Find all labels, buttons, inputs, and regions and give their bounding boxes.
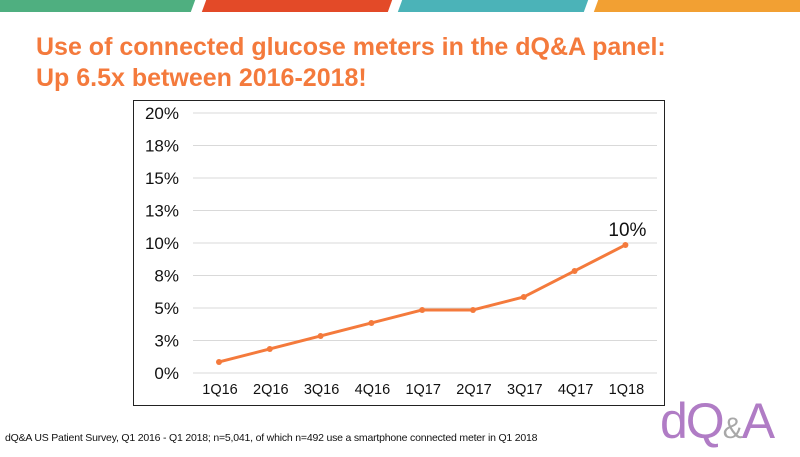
logo-a: A [741,393,775,449]
x-tick-label: 3Q17 [507,382,542,398]
data-point [317,332,324,339]
x-axis-tick-labels: 1Q16 2Q16 3Q16 4Q16 1Q17 2Q17 3Q17 4Q17 1Q18 [202,382,644,398]
data-point [419,306,426,313]
y-axis-tick-labels: 0% 3% 5% 8% 10% 13% 15% 18% 20% [145,104,179,383]
chart-frame [133,100,665,406]
data-point [622,241,629,248]
data-point [216,358,222,365]
gridlines [193,112,657,374]
data-point [266,345,273,352]
x-tick-label: 1Q17 [405,382,440,398]
y-tick-label: 0% [154,364,179,383]
logo-ampersand: & [722,412,743,445]
y-tick-label: 15% [145,169,179,188]
series-lines [217,243,627,364]
x-tick-label: 1Q16 [202,382,237,398]
y-tick-label: 8% [154,267,179,286]
x-tick-label: 4Q16 [355,382,390,398]
x-tick-label: 2Q17 [456,382,491,398]
annotations: 10% [608,220,646,241]
y-tick-label: 5% [154,299,179,318]
title-line-2: Up 6.5x between 2016-2018! [36,64,367,92]
y-tick-label: 10% [145,234,179,253]
data-point [520,293,527,300]
x-tick-label: 4Q17 [558,382,593,398]
data-label: 10% [608,220,646,241]
footnote-source: dQ&A US Patient Survey, Q1 2016 - Q1 201… [5,432,538,444]
data-point [470,306,476,313]
data-point [368,319,375,326]
title-line-1: Use of connected glucose meters in the d… [36,33,666,61]
series-line [217,243,627,364]
x-tick-label: 3Q16 [304,382,339,398]
data-point [571,267,578,274]
y-tick-label: 13% [145,202,179,221]
x-tick-label: 1Q18 [609,382,644,398]
x-tick-label: 2Q16 [253,382,288,398]
logo-dq: dQ [660,393,725,449]
y-tick-label: 18% [145,137,179,156]
page-title: Use of connected glucose meters in the d… [36,32,666,94]
y-tick-label: 3% [154,332,179,351]
data-points [216,241,629,365]
y-tick-label: 20% [145,104,179,123]
dqa-logo: dQ&A [660,393,775,457]
